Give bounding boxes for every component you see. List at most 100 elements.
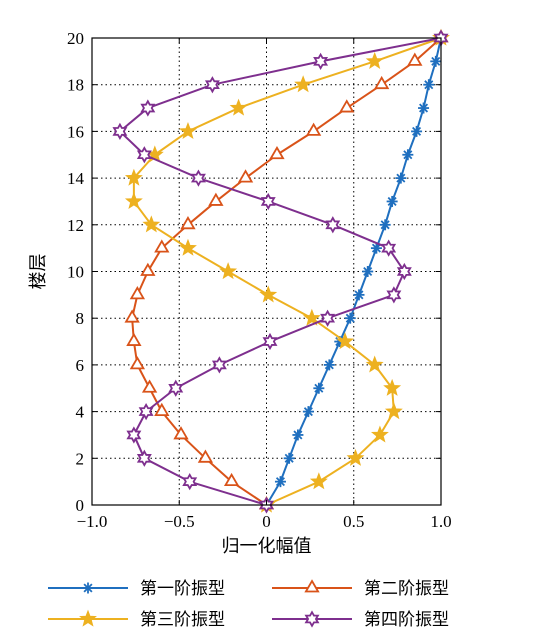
data-point (423, 79, 435, 91)
data-point (129, 356, 146, 370)
legend-item: 第四阶振型 (272, 610, 449, 630)
data-point (383, 378, 402, 396)
data-point (82, 582, 94, 594)
data-point (313, 52, 329, 70)
series-line (118, 37, 442, 506)
data-point (142, 215, 161, 233)
data-point (223, 472, 240, 487)
legend-label: 第一阶振型 (140, 579, 225, 599)
data-point (430, 55, 442, 67)
data-point (136, 146, 152, 164)
data-point (219, 262, 238, 280)
data-point (384, 402, 403, 420)
data-point (138, 402, 154, 421)
axis-ticks: −1.0 −0.5 0 0.5 1.0 0 2 4 6 8 10 12 14 16 18 20 (67, 29, 452, 531)
data-point (204, 76, 220, 94)
data-point (381, 239, 397, 257)
data-point (362, 266, 374, 277)
series-4 (112, 29, 449, 514)
legend-label: 第二阶振型 (364, 579, 449, 599)
x-axis-title: 归一化幅值 (222, 536, 312, 557)
y-tick-label: 12 (67, 216, 84, 235)
data-point (370, 242, 382, 254)
series-2 (124, 29, 449, 510)
data-point (173, 426, 189, 440)
data-point (182, 473, 198, 491)
data-point (353, 289, 365, 301)
data-point (269, 145, 285, 160)
data-point (126, 426, 142, 444)
data-point (237, 169, 254, 183)
data-point (229, 98, 248, 116)
x-tick-label: 1.0 (430, 512, 451, 531)
data-point (190, 169, 206, 187)
data-point (140, 99, 156, 117)
y-tick-label: 16 (67, 122, 84, 141)
y-tick-label: 20 (67, 29, 84, 48)
y-tick-label: 14 (67, 169, 85, 188)
x-tick-label: −0.5 (164, 512, 195, 531)
data-point (323, 359, 335, 371)
data-point (370, 425, 389, 443)
data-point (124, 192, 143, 210)
data-point (124, 168, 143, 186)
data-point (197, 449, 214, 463)
data-point (180, 216, 196, 230)
x-tick-label: 0 (262, 512, 271, 531)
data-point (168, 379, 184, 397)
data-point (283, 452, 295, 464)
data-point (374, 75, 390, 90)
data-point (260, 192, 276, 211)
y-tick-label: 10 (67, 263, 84, 282)
data-point (136, 449, 152, 467)
y-tick-label: 0 (76, 496, 85, 515)
y-axis-title: 楼层 (28, 254, 49, 290)
data-point (411, 125, 423, 137)
y-tick-label: 18 (67, 76, 84, 95)
legend-label: 第四阶振型 (364, 610, 449, 630)
data-point (386, 195, 398, 207)
data-point (344, 312, 356, 324)
data-point (154, 402, 170, 417)
data-point (386, 286, 402, 304)
x-tick-label: 0.5 (343, 512, 364, 531)
data-point (179, 238, 197, 256)
data-point (294, 75, 313, 93)
legend-item: 第一阶振型 (48, 579, 225, 599)
data-point (320, 309, 336, 327)
data-point (365, 51, 384, 69)
data-point (302, 406, 314, 418)
y-tick-label: 4 (76, 403, 85, 422)
data-point (396, 262, 412, 281)
data-point (305, 122, 322, 136)
data-point (325, 216, 341, 234)
y-tick-label: 6 (76, 356, 85, 375)
data-point (395, 172, 407, 184)
plot-series (112, 28, 450, 514)
data-point (262, 332, 278, 351)
data-point (129, 286, 146, 300)
data-point (112, 122, 128, 141)
data-point (211, 356, 227, 374)
data-point (309, 472, 328, 490)
data-point (336, 332, 354, 350)
y-tick-label: 2 (76, 449, 85, 468)
data-point (402, 149, 414, 161)
data-point (339, 99, 355, 113)
legend-item: 第三阶振型 (48, 609, 225, 630)
data-point (302, 308, 321, 326)
data-point (365, 355, 384, 373)
data-point (313, 382, 325, 394)
data-point (124, 309, 140, 323)
data-point (208, 192, 224, 206)
x-tick-label: −1.0 (77, 512, 108, 531)
data-point (292, 429, 304, 441)
data-point (126, 332, 142, 346)
legend-label: 第三阶振型 (140, 610, 225, 630)
data-point (407, 52, 423, 66)
series-3 (124, 28, 450, 513)
grid-lines (92, 38, 441, 505)
data-point (140, 262, 156, 276)
